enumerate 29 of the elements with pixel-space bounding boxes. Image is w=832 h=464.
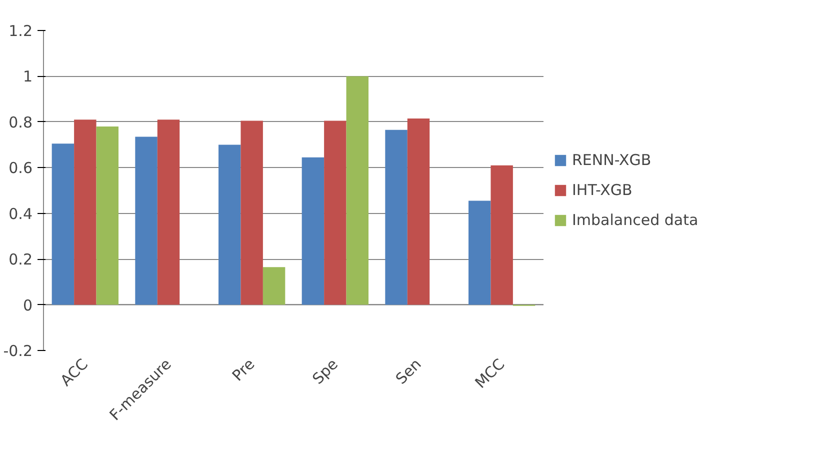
bar [218, 144, 241, 305]
bar [324, 120, 346, 305]
bar [135, 136, 158, 305]
y-tick-label: 0.4 [8, 204, 33, 223]
bar [385, 130, 408, 305]
y-tick-label: 0.6 [8, 159, 33, 178]
y-tick-label: 0.8 [8, 113, 33, 132]
y-tick-label: -0.2 [3, 342, 33, 360]
y-tick-label: 0 [22, 296, 33, 314]
legend-label: Imbalanced data [572, 211, 698, 229]
bar [74, 120, 96, 305]
bar [302, 157, 324, 305]
legend-label: IHT-XGB [572, 181, 632, 199]
bar [346, 76, 368, 305]
bar [407, 118, 430, 305]
bar [468, 200, 491, 305]
bar [262, 267, 286, 305]
y-tick-label: 1 [22, 68, 33, 86]
bar [490, 165, 513, 305]
bar [96, 126, 118, 305]
bar [157, 120, 180, 305]
legend-label: RENN-XGB [572, 151, 652, 169]
y-tick-label: 1.2 [8, 22, 33, 40]
bar [240, 120, 263, 305]
x-tick-label: Sen [392, 355, 425, 388]
bar [52, 144, 74, 305]
y-tick-label: 0.2 [8, 250, 33, 269]
x-tick-label: Spe [308, 355, 342, 388]
x-tick-label: Pre [228, 355, 258, 385]
